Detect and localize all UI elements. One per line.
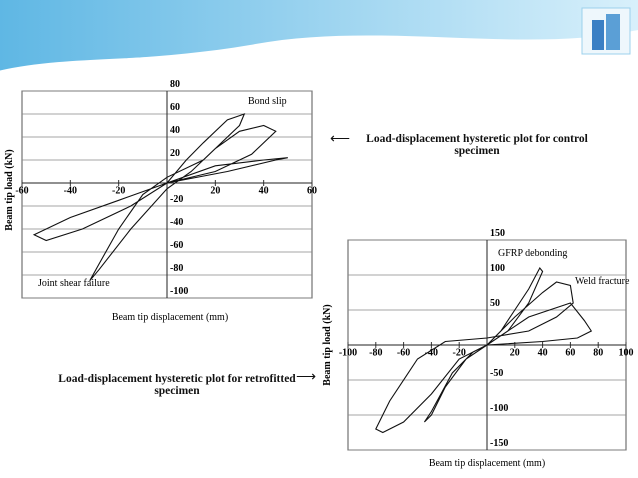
y-tick-label: -40 [170, 217, 183, 228]
building [592, 20, 604, 50]
annotation: GFRP debonding [498, 248, 567, 259]
x-tick-label: -20 [112, 185, 125, 196]
hysteresis-curve [32, 113, 288, 282]
x-axis-label: Beam tip displacement (mm) [429, 458, 545, 469]
caption: Load-displacement hysteretic plot for co… [366, 133, 588, 157]
figure-bg [5, 85, 318, 330]
y-tick-label: -80 [170, 263, 183, 274]
y-axis-label: Beam tip load (kN) [4, 149, 15, 230]
y-tick-label: 150 [490, 228, 505, 239]
y-tick-label: -100 [170, 286, 188, 297]
y-axis-label: Beam tip load (kN) [322, 304, 333, 385]
wave [0, 0, 638, 72]
x-tick-label: 20 [210, 185, 220, 196]
x-axis-label: Beam tip displacement (mm) [112, 312, 228, 323]
y-tick-label: 50 [490, 298, 500, 309]
x-tick-label: 40 [259, 185, 269, 196]
y-tick-label: -150 [490, 438, 508, 449]
x-tick-label: -100 [339, 347, 357, 358]
x-tick-label: -60 [15, 185, 28, 196]
figure-bg [325, 225, 636, 476]
x-tick-label: 20 [510, 347, 520, 358]
hysteresis-curve [375, 267, 593, 434]
x-tick-label: -20 [453, 347, 466, 358]
annotation: Joint shear failure [38, 278, 110, 289]
y-tick-label: 60 [170, 102, 180, 113]
annotation: Weld fracture [575, 276, 630, 287]
x-tick-label: -40 [64, 185, 77, 196]
x-tick-label: 100 [619, 347, 634, 358]
y-tick-label: 40 [170, 125, 180, 136]
caption: Load-displacement hysteretic plot for re… [58, 373, 296, 397]
annotation: Bond slip [248, 96, 287, 107]
y-tick-label: -60 [170, 240, 183, 251]
x-tick-label: -60 [397, 347, 410, 358]
y-tick-label: -50 [490, 368, 503, 379]
x-tick-label: 60 [307, 185, 317, 196]
wave-line [0, 32, 638, 74]
building [606, 14, 620, 50]
y-tick-label: -20 [170, 194, 183, 205]
x-tick-label: 80 [593, 347, 603, 358]
banner [0, 0, 638, 74]
y-tick-label: 80 [170, 79, 180, 90]
x-tick-label: -80 [369, 347, 382, 358]
x-tick-label: 40 [538, 347, 548, 358]
y-tick-label: -100 [490, 403, 508, 414]
x-tick-label: 60 [565, 347, 575, 358]
x-tick-label: -40 [425, 347, 438, 358]
arrow: ⟵ [330, 132, 351, 147]
arrow: ⟶ [296, 370, 317, 385]
y-tick-label: 20 [170, 148, 180, 159]
y-tick-label: 100 [490, 263, 505, 274]
